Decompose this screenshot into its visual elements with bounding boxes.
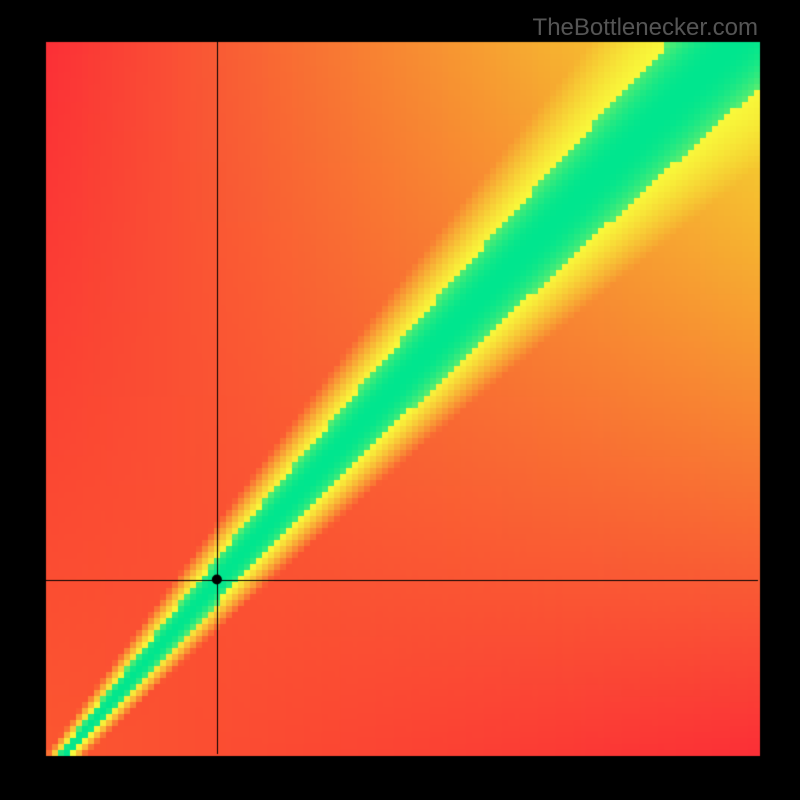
watermark-text: TheBottlenecker.com xyxy=(533,14,758,42)
bottleneck-heatmap xyxy=(0,0,800,800)
